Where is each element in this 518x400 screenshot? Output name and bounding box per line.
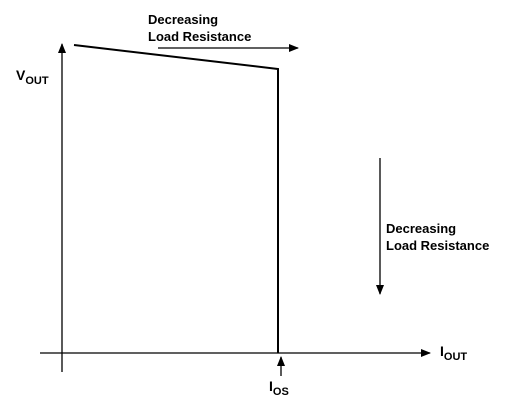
output-characteristic-curve [73, 44, 279, 353]
top-annotation-line2: Load Resistance [148, 29, 251, 44]
ios-label-sub: OS [273, 386, 289, 398]
side-annotation-line1: Decreasing [386, 221, 456, 236]
x-axis-label-main: I [440, 343, 444, 359]
side-annotation-line2: Load Resistance [386, 238, 489, 253]
y-axis-label-sub: OUT [25, 75, 49, 87]
y-axis-label: VOUT [16, 67, 49, 87]
x-axis-label: IOUT [440, 343, 467, 363]
ios-label-main: I [269, 378, 273, 394]
x-axis-label-sub: OUT [444, 351, 468, 363]
y-axis-label-main: V [16, 67, 26, 83]
ios-label: IOS [269, 378, 289, 398]
top-annotation-line1: Decreasing [148, 12, 218, 27]
